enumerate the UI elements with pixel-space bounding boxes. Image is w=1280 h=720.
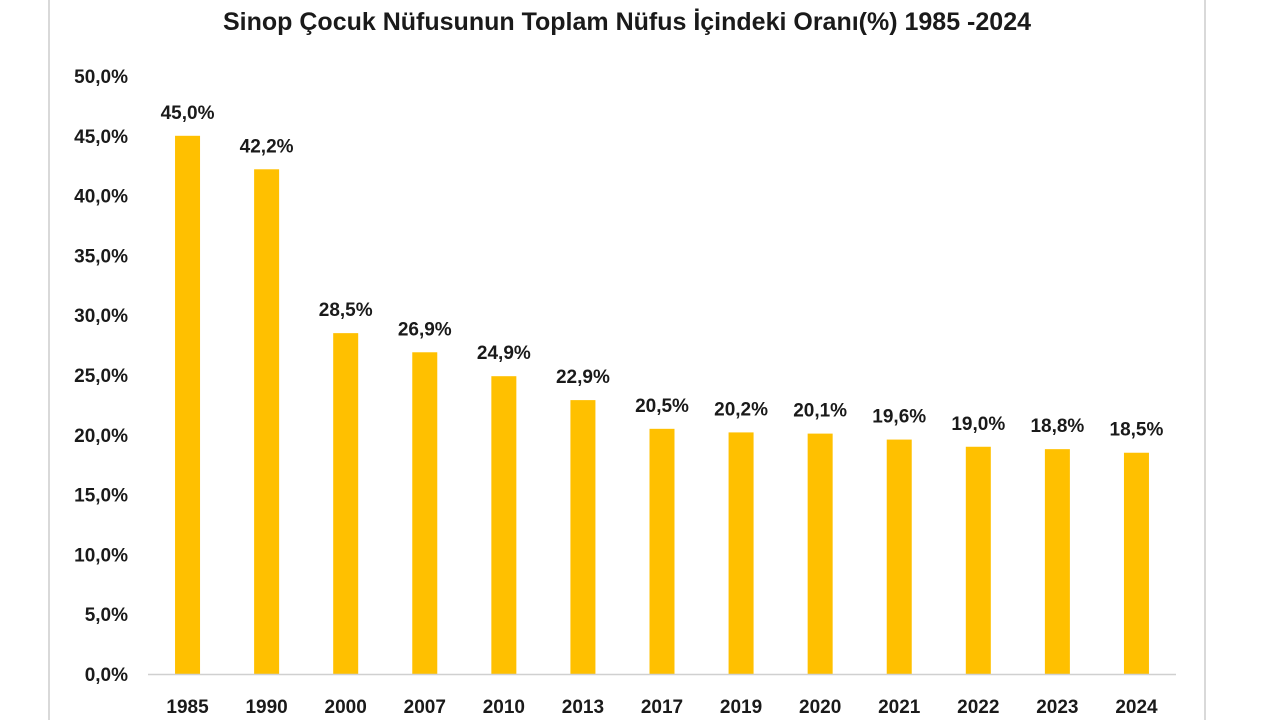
y-tick-label: 15,0% (74, 486, 128, 507)
chart-frame (48, 0, 1206, 720)
data-label: 19,6% (872, 407, 926, 428)
x-tick-label: 1985 (166, 697, 209, 718)
x-axis: 1985 1990 2000 2007 2010 2013 2017 2019 2020 2021… (148, 673, 1176, 718)
x-tick-label: 2000 (325, 697, 367, 718)
data-label: 20,2% (714, 399, 768, 420)
y-tick-label: 0,0% (85, 665, 128, 686)
bar (649, 428, 675, 674)
bar (175, 135, 201, 675)
bar (807, 433, 833, 674)
x-tick-label: 2007 (404, 697, 446, 718)
x-tick-label: 2010 (483, 697, 525, 718)
bar (1044, 449, 1070, 674)
bar (491, 376, 517, 674)
bar (333, 333, 359, 674)
y-tick-label: 30,0% (74, 306, 128, 327)
y-tick-label: 45,0% (74, 127, 128, 148)
y-tick-label: 40,0% (74, 187, 128, 208)
bar (254, 169, 280, 674)
data-label: 28,5% (319, 300, 373, 321)
y-tick-label: 50,0% (74, 67, 128, 88)
data-label: 26,9% (398, 319, 452, 340)
bar-series (175, 135, 1149, 675)
data-label: 22,9% (556, 367, 610, 388)
y-tick-label: 5,0% (85, 605, 128, 626)
y-axis: 0,0% 5,0% 10,0% 15,0% 20,0% 25,0% 30,0% 35,0% 40… (74, 67, 128, 686)
x-tick-label: 2017 (641, 697, 683, 718)
x-tick-label: 2024 (1115, 697, 1158, 718)
data-labels: 45,0% 42,2% 28,5% 26,9% 24,9% 22,9% 20,5% 20,2%… (161, 103, 1164, 441)
y-tick-label: 10,0% (74, 545, 128, 566)
bar (728, 432, 754, 674)
data-label: 19,0% (951, 414, 1005, 435)
data-label: 20,1% (793, 401, 847, 422)
y-tick-label: 35,0% (74, 246, 128, 267)
x-tick-label: 2023 (1036, 697, 1078, 718)
data-label: 20,5% (635, 396, 689, 417)
bar (965, 446, 991, 674)
data-label: 18,5% (1110, 420, 1164, 441)
y-tick-label: 20,0% (74, 426, 128, 447)
chart-title: Sinop Çocuk Nüfusunun Toplam Nüfus İçind… (223, 8, 1031, 36)
x-tick-label: 2022 (957, 697, 999, 718)
data-label: 45,0% (161, 103, 215, 124)
x-tick-label: 2019 (720, 697, 762, 718)
data-label: 18,8% (1030, 416, 1084, 437)
data-label: 42,2% (240, 136, 294, 157)
bar (1123, 452, 1149, 674)
bar (412, 352, 438, 674)
x-tick-label: 2020 (799, 697, 841, 718)
x-tick-label: 1990 (245, 697, 287, 718)
y-tick-label: 25,0% (74, 366, 128, 387)
data-label: 24,9% (477, 343, 531, 364)
bar (886, 439, 912, 674)
x-tick-label: 2021 (878, 697, 921, 718)
x-tick-label: 2013 (562, 697, 604, 718)
bar (570, 400, 596, 674)
